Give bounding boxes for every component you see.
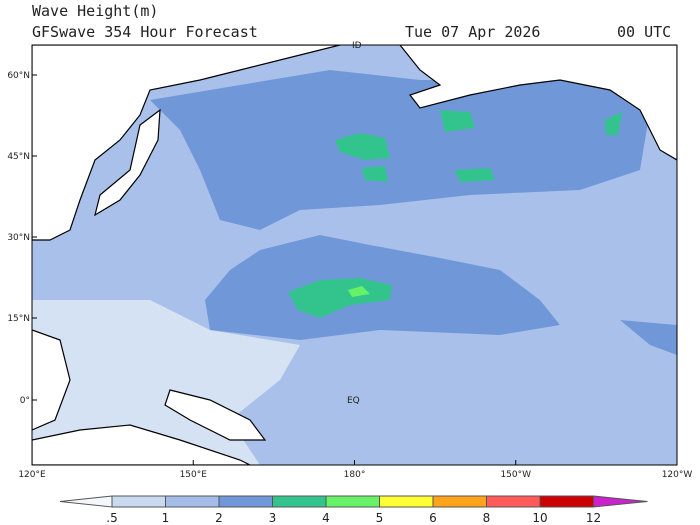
colorbar-end bbox=[59, 495, 113, 508]
colorbar-label: 10 bbox=[532, 511, 547, 525]
colorbar-segment bbox=[218, 495, 273, 508]
land bbox=[32, 424, 251, 465]
colorbar-label: 2 bbox=[215, 511, 223, 525]
wave-patch bbox=[288, 278, 392, 318]
land bbox=[94, 108, 161, 217]
colorbar-label: 6 bbox=[429, 511, 437, 525]
lon-label: 120°E bbox=[18, 470, 46, 480]
lon-label: 150°W bbox=[500, 470, 531, 480]
lat-label: 60°N bbox=[7, 71, 30, 81]
wave-band bbox=[150, 70, 650, 230]
land bbox=[32, 45, 341, 241]
colorbar-segment bbox=[272, 495, 327, 508]
colorbar-segment bbox=[379, 495, 434, 508]
lon-label: 120°W bbox=[662, 470, 693, 480]
wave-patch bbox=[348, 286, 370, 297]
annotation: ID bbox=[352, 41, 362, 51]
colorbar-segment bbox=[539, 495, 594, 508]
colorbar-label: 8 bbox=[483, 511, 491, 525]
colorbar-label: 1 bbox=[162, 511, 170, 525]
calm-zone bbox=[32, 300, 300, 465]
land bbox=[164, 389, 267, 441]
colorbar-label: 3 bbox=[269, 511, 277, 525]
colorbar: .5 1 2 3 4 5 6 8 10 12 bbox=[59, 495, 648, 525]
map-labels: 60°N 45°N 30°N 15°N 0° 120°E 150°E 180° 150°W 120… bbox=[7, 71, 692, 480]
wave-patch bbox=[455, 168, 495, 182]
wave-patch bbox=[440, 110, 475, 132]
wave-patch bbox=[335, 133, 390, 160]
colorbar-label: 4 bbox=[322, 511, 330, 525]
land bbox=[32, 329, 71, 431]
colorbar-segment bbox=[165, 495, 220, 508]
subtitle: GFSwave 354 Hour Forecast bbox=[32, 23, 258, 41]
colorbar-segment bbox=[432, 495, 487, 508]
colorbar-label: .5 bbox=[106, 511, 117, 525]
colorbar-segment bbox=[111, 495, 166, 508]
lat-label: 15°N bbox=[7, 314, 30, 324]
lat-label: 30°N bbox=[7, 233, 30, 243]
wave-patch bbox=[605, 112, 622, 135]
title: Wave Height(m) bbox=[32, 2, 158, 20]
lat-label: 45°N bbox=[7, 152, 30, 162]
land bbox=[399, 45, 677, 161]
time: 00 UTC bbox=[617, 23, 671, 41]
wave-band bbox=[620, 320, 677, 355]
lat-label: 0° bbox=[20, 396, 30, 406]
annotation: EQ bbox=[347, 396, 360, 406]
colorbar-segment bbox=[325, 495, 380, 508]
colorbar-label: 12 bbox=[586, 511, 601, 525]
colorbar-segment bbox=[486, 495, 541, 508]
colorbar-end bbox=[593, 495, 648, 508]
map: ID EQ bbox=[31, 41, 678, 466]
wave-patch bbox=[362, 166, 388, 182]
date: Tue 07 Apr 2026 bbox=[405, 23, 540, 41]
lon-label: 180° bbox=[344, 470, 366, 480]
lon-label: 150°E bbox=[180, 470, 208, 480]
colorbar-label: 5 bbox=[376, 511, 384, 525]
